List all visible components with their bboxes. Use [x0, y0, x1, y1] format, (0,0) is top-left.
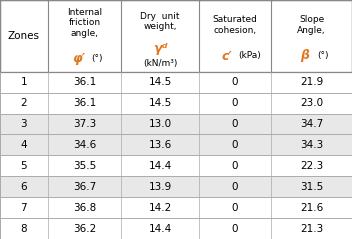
Text: Internal
friction
angle,: Internal friction angle,: [67, 8, 102, 38]
Text: 13.9: 13.9: [149, 182, 172, 192]
Text: 36.7: 36.7: [73, 182, 96, 192]
Text: 14.5: 14.5: [149, 98, 172, 108]
Text: 36.1: 36.1: [73, 77, 96, 87]
Text: 14.5: 14.5: [149, 77, 172, 87]
Text: 34.7: 34.7: [300, 119, 323, 129]
Text: φ′: φ′: [72, 52, 84, 65]
Text: (°): (°): [317, 51, 328, 60]
Text: Slope
Angle,: Slope Angle,: [297, 15, 326, 35]
Text: 13.0: 13.0: [149, 119, 172, 129]
Text: 37.3: 37.3: [73, 119, 96, 129]
Text: 7: 7: [20, 203, 27, 213]
Text: 0: 0: [232, 203, 238, 213]
Text: 14.4: 14.4: [149, 223, 172, 234]
Text: 0: 0: [232, 140, 238, 150]
Bar: [0, 155, 352, 176]
Text: 0: 0: [232, 161, 238, 171]
Text: 3: 3: [20, 119, 27, 129]
Text: 0: 0: [232, 77, 238, 87]
Bar: [0, 72, 352, 93]
Text: (°): (°): [91, 54, 102, 63]
Text: Zones: Zones: [8, 31, 40, 41]
Text: 8: 8: [20, 223, 27, 234]
Text: 5: 5: [20, 161, 27, 171]
Text: 34.3: 34.3: [300, 140, 323, 150]
Text: 1: 1: [20, 77, 27, 87]
Text: Dry  unit
weight,: Dry unit weight,: [140, 12, 180, 31]
Text: 21.3: 21.3: [300, 223, 323, 234]
Bar: [0, 218, 352, 239]
Text: γᵈ: γᵈ: [153, 43, 168, 55]
Bar: [0, 0, 352, 72]
Text: 0: 0: [232, 223, 238, 234]
Bar: [0, 176, 352, 197]
Text: 22.3: 22.3: [300, 161, 323, 171]
Text: 13.6: 13.6: [149, 140, 172, 150]
Text: Saturated
cohesion,: Saturated cohesion,: [213, 15, 257, 35]
Text: β: β: [300, 49, 309, 62]
Text: 14.2: 14.2: [149, 203, 172, 213]
Text: (kN/m³): (kN/m³): [143, 59, 177, 68]
Text: 31.5: 31.5: [300, 182, 323, 192]
Bar: [0, 93, 352, 114]
Text: 2: 2: [20, 98, 27, 108]
Text: 6: 6: [20, 182, 27, 192]
Text: 21.6: 21.6: [300, 203, 323, 213]
Text: 36.8: 36.8: [73, 203, 96, 213]
Text: 36.1: 36.1: [73, 98, 96, 108]
Text: 21.9: 21.9: [300, 77, 323, 87]
Text: (kPa): (kPa): [238, 51, 261, 60]
Text: 0: 0: [232, 98, 238, 108]
Text: 23.0: 23.0: [300, 98, 323, 108]
Bar: [0, 114, 352, 135]
Text: 14.4: 14.4: [149, 161, 172, 171]
Text: 0: 0: [232, 119, 238, 129]
Text: 35.5: 35.5: [73, 161, 96, 171]
Text: 0: 0: [232, 182, 238, 192]
Text: 34.6: 34.6: [73, 140, 96, 150]
Bar: [0, 134, 352, 155]
Bar: [0, 197, 352, 218]
Text: 4: 4: [20, 140, 27, 150]
Text: c′: c′: [222, 50, 233, 63]
Text: 36.2: 36.2: [73, 223, 96, 234]
